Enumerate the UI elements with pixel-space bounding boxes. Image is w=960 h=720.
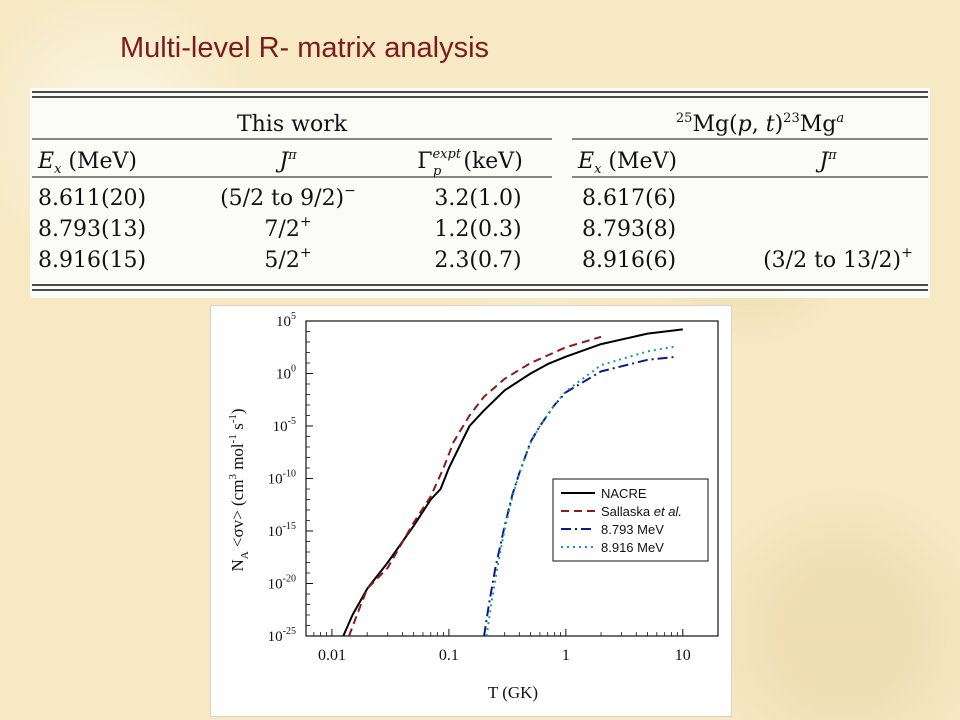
header-gamma: Γexpt p (keV) [417, 147, 523, 179]
y-tick-label: 100 [276, 364, 296, 383]
header-jpi-right: Jπ [815, 148, 837, 174]
levels-table-svg: This work 25Mg(p, t)23Mga Ex (MeV) Jπ Γe… [32, 91, 928, 291]
table-cell: 8.611(20) [38, 186, 146, 211]
legend-label: 8.916 MeV [601, 540, 664, 555]
rate-chart-svg: 0.01 0.1 1 1010510010-510-1010-1510-2010-25… [227, 311, 719, 702]
y-axis-label: NA <σv> (cm3 mol-1 s-1) [227, 408, 251, 571]
legend-label: Sallaska et al. [601, 504, 682, 519]
table-cell: 7/2+ [264, 214, 311, 242]
series-line-8-916-mev [485, 345, 678, 637]
table-cell: (5/2 to 9/2)− [220, 183, 356, 211]
header-jpi-left: Jπ [275, 148, 297, 174]
slide-title: Multi-level R- matrix analysis [120, 32, 490, 64]
table-cell: 5/2+ [264, 245, 311, 273]
legend-label: 8.793 MeV [601, 522, 664, 537]
table-cell: 8.617(6) [582, 186, 676, 211]
y-tick-label: 10-15 [268, 521, 296, 540]
table-cell: (3/2 to 13/2)+ [763, 245, 913, 273]
x-tick-label: 1 [562, 647, 570, 664]
y-tick-label: 10-10 [268, 469, 296, 488]
y-tick-label: 105 [276, 311, 296, 330]
group-header-reaction: 25Mg(p, t)23Mga [676, 111, 844, 137]
levels-table: This work 25Mg(p, t)23Mga Ex (MeV) Jπ Γe… [30, 88, 930, 298]
table-cell: 2.3(0.7) [434, 248, 521, 273]
series-line-nacre [342, 328, 683, 637]
x-tick-label: 0.1 [439, 647, 459, 664]
header-ex-right: Ex (MeV) [577, 149, 677, 177]
table-cell: 8.916(6) [582, 248, 676, 273]
table-cell: 1.2(0.3) [434, 217, 521, 242]
legend: NACRE Sallaska et al. 8.793 MeV 8.916 MeV [552, 478, 709, 562]
series-line-sallaska-et-al [348, 335, 602, 637]
table-cell: 8.916(15) [38, 248, 146, 273]
x-tick-label: 10 [675, 647, 691, 664]
rate-chart: 0.01 0.1 1 10 105 100 10-5 10-10 10-15 10-20 10-25… [210, 305, 732, 717]
legend-label: NACRE [601, 486, 647, 501]
y-tick-label: 10-25 [268, 626, 296, 645]
series-layer [342, 328, 683, 637]
group-header-this-work: This work [237, 112, 348, 137]
x-axis-label: T (GK) [488, 683, 538, 702]
table-cell: 3.2(1.0) [434, 186, 521, 211]
table-cell: 8.793(13) [38, 217, 146, 242]
y-tick-label: 10-20 [268, 574, 296, 593]
x-tick-label: 0.01 [318, 647, 346, 664]
y-tick-label: 10-5 [273, 416, 296, 435]
table-cell: 8.793(8) [582, 217, 676, 242]
header-ex-left: Ex (MeV) [37, 149, 137, 177]
